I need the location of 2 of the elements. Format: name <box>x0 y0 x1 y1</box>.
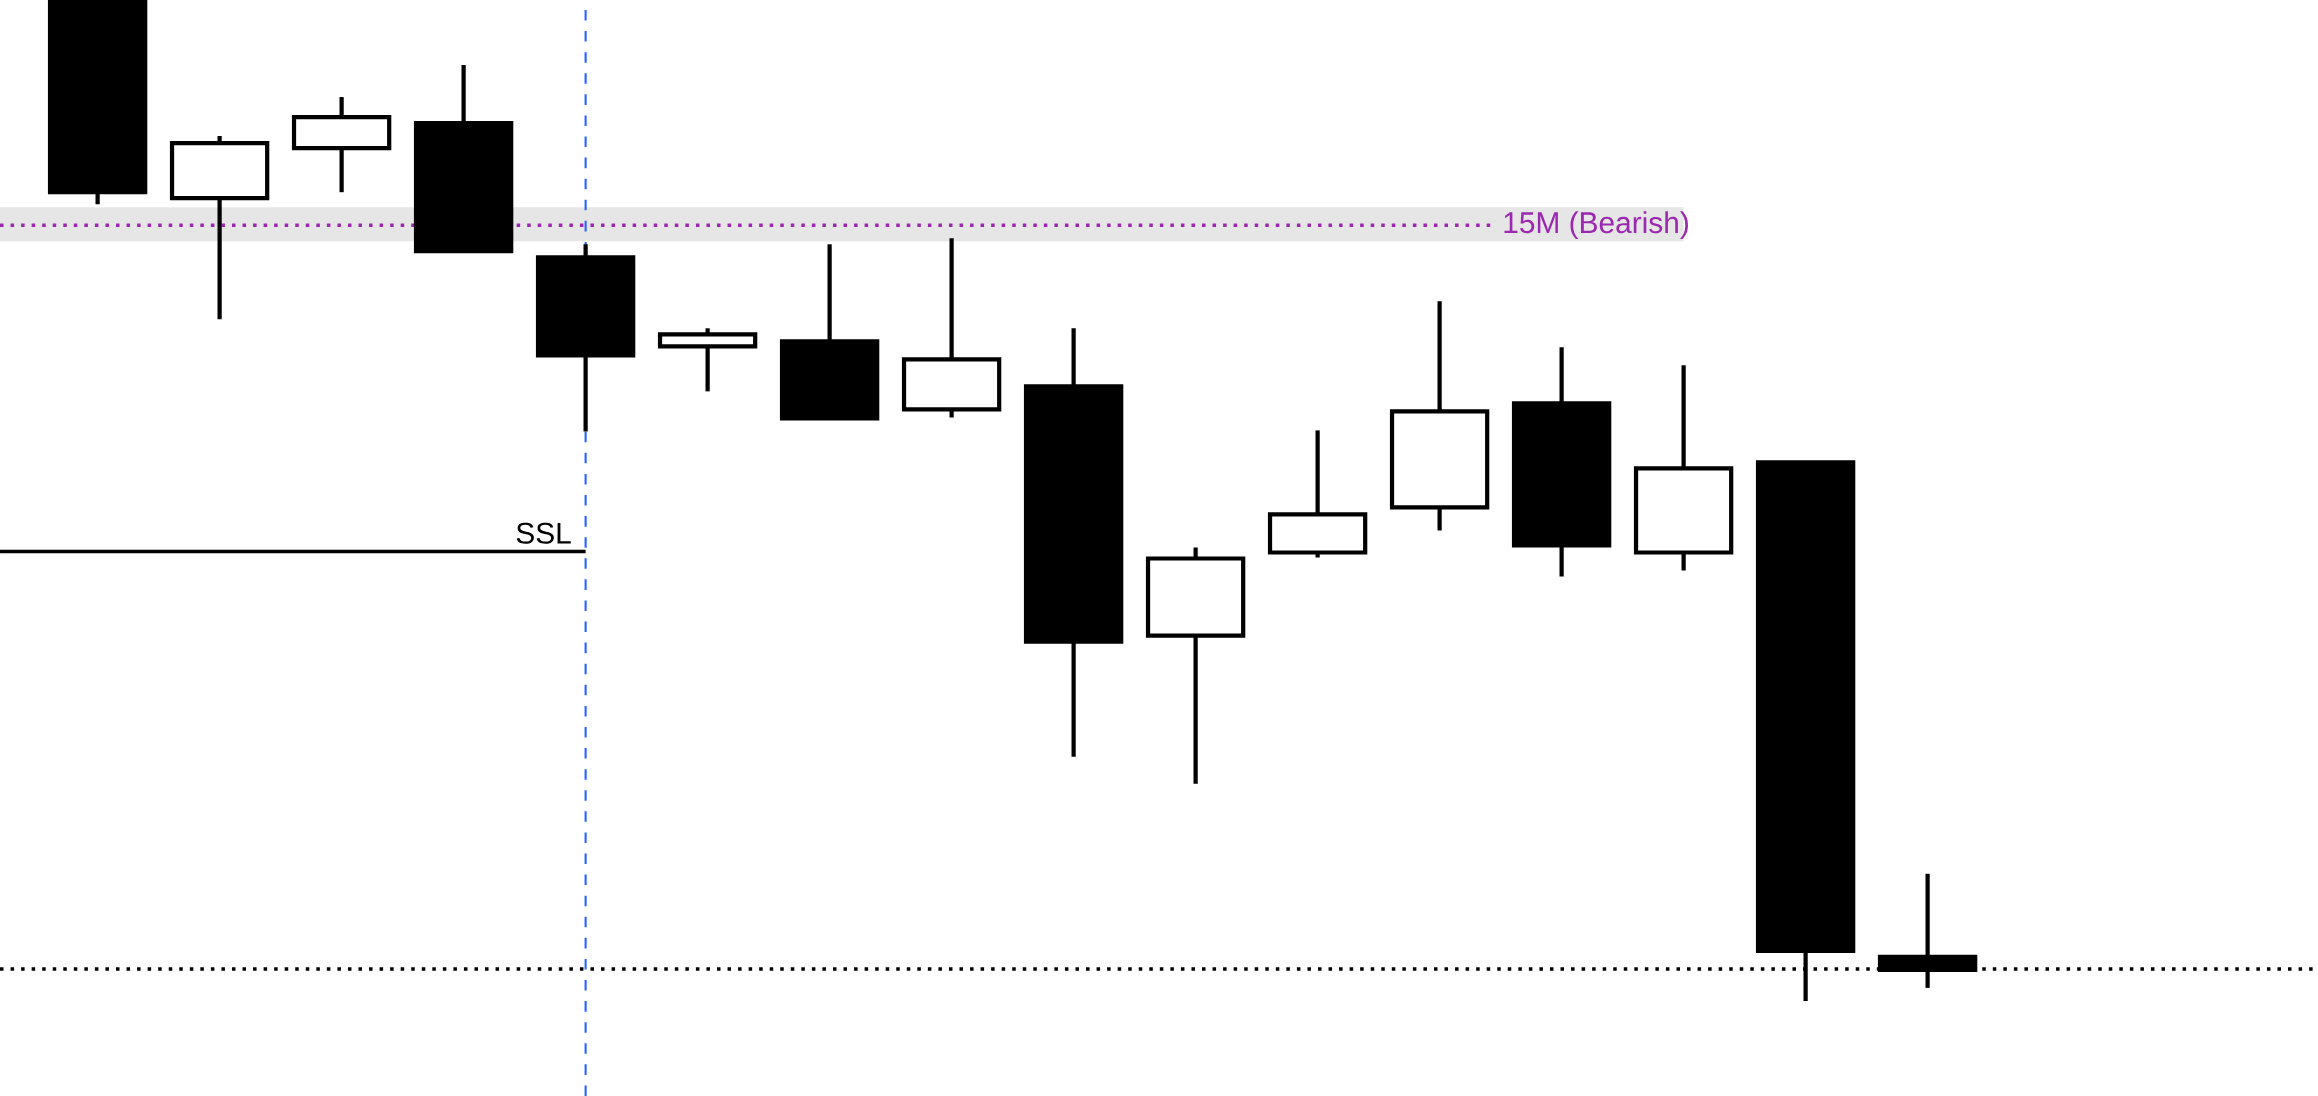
ref-line-label: SSL <box>516 522 571 544</box>
ref-line-label: 15M (Bearish) <box>1504 211 1688 240</box>
